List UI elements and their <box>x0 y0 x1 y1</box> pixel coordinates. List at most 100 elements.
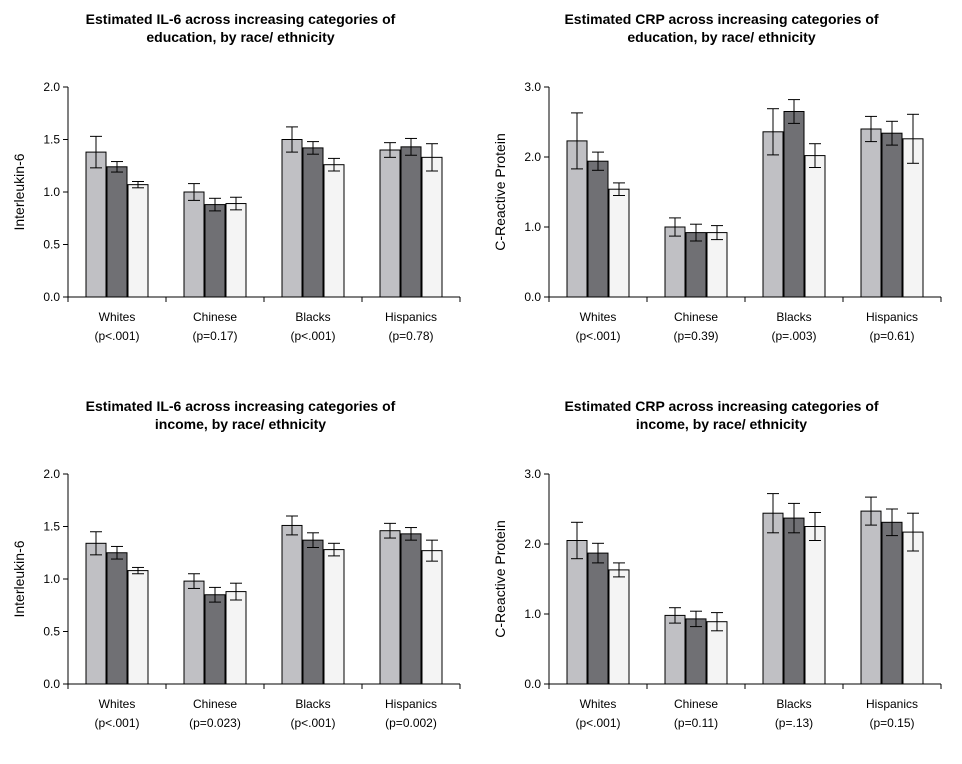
y-axis-label: Interleukin-6 <box>11 540 27 617</box>
bar <box>566 540 588 685</box>
bar <box>881 132 903 298</box>
bar <box>860 128 882 298</box>
y-tick-label: 1.0 <box>524 607 541 621</box>
y-tick-label: 3.0 <box>524 80 541 94</box>
category-label: Whites <box>99 697 136 711</box>
p-value-label: (p=0.61) <box>869 329 914 343</box>
bar <box>400 533 422 685</box>
chart-svg: C-Reactive Protein 0.0 1.0 2.0 3.0 Whites (p<.… <box>492 80 942 343</box>
p-value-label: (p<.001) <box>290 329 335 343</box>
bar <box>762 131 784 298</box>
chart-svg: Interleukin-6 0.0 0.5 1.0 1.5 2.0 Whites (p<.00… <box>11 80 461 343</box>
category-label: Chinese <box>674 697 718 711</box>
chart-panel-il6-education: Estimated IL-6 across increasing categor… <box>0 10 481 377</box>
bar <box>706 232 728 298</box>
bar <box>881 521 903 685</box>
category-label: Chinese <box>193 310 237 324</box>
y-tick-label: 1.0 <box>43 572 60 586</box>
y-tick-label: 3.0 <box>524 467 541 481</box>
bar <box>281 139 303 298</box>
y-tick-label: 0.5 <box>43 238 60 252</box>
p-value-label: (p=0.17) <box>192 329 237 343</box>
y-tick-label: 0.0 <box>43 677 60 691</box>
bar <box>804 526 826 685</box>
p-value-label: (p<.001) <box>575 329 620 343</box>
bar <box>379 149 401 298</box>
chart-panel-crp-education: Estimated CRP across increasing categori… <box>481 10 962 377</box>
bar <box>127 184 149 298</box>
category-label: Hispanics <box>385 697 437 711</box>
chart-title: Estimated CRP across increasing categori… <box>564 398 879 432</box>
p-value-label: (p=0.39) <box>673 329 718 343</box>
y-tick-label: 2.0 <box>43 467 60 481</box>
category-label: Blacks <box>776 697 811 711</box>
y-tick-label: 0.0 <box>524 677 541 691</box>
category-label: Whites <box>580 697 617 711</box>
chart-title: Estimated CRP across increasing categori… <box>564 11 879 45</box>
y-tick-label: 0.5 <box>43 625 60 639</box>
p-value-label: (p<.001) <box>290 716 335 730</box>
y-tick-label: 1.0 <box>43 185 60 199</box>
p-value-label: (p=.003) <box>771 329 816 343</box>
chart-svg: Interleukin-6 0.0 0.5 1.0 1.5 2.0 Whites (p<.00… <box>11 467 461 730</box>
bar <box>106 166 128 298</box>
bar <box>379 530 401 685</box>
p-value-label: (p=0.15) <box>869 716 914 730</box>
bar <box>421 156 443 298</box>
p-value-label: (p=0.78) <box>388 329 433 343</box>
y-tick-label: 0.0 <box>524 290 541 304</box>
category-label: Whites <box>99 310 136 324</box>
bar <box>225 591 247 685</box>
category-label: Blacks <box>295 310 330 324</box>
y-tick-label: 1.5 <box>43 133 60 147</box>
bar <box>664 614 686 685</box>
category-label: Hispanics <box>866 310 918 324</box>
p-value-label: (p=0.002) <box>385 716 437 730</box>
y-tick-label: 1.0 <box>524 220 541 234</box>
y-tick-label: 2.0 <box>524 537 541 551</box>
bar <box>804 155 826 298</box>
bar <box>587 160 609 298</box>
chart-panel-il6-income: Estimated IL-6 across increasing categor… <box>0 397 481 764</box>
bar <box>664 226 686 298</box>
y-tick-label: 1.5 <box>43 520 60 534</box>
p-value-label: (p=.13) <box>775 716 813 730</box>
bar <box>106 552 128 685</box>
chart-svg: C-Reactive Protein 0.0 1.0 2.0 3.0 Whites (p<.… <box>492 467 942 730</box>
category-label: Chinese <box>193 697 237 711</box>
category-label: Blacks <box>776 310 811 324</box>
bar <box>323 164 345 298</box>
category-label: Chinese <box>674 310 718 324</box>
bar <box>204 594 226 685</box>
bar <box>608 188 630 298</box>
bar <box>608 569 630 685</box>
bar <box>421 550 443 685</box>
category-label: Whites <box>580 310 617 324</box>
bar <box>400 146 422 298</box>
category-label: Hispanics <box>385 310 437 324</box>
bar <box>225 203 247 298</box>
bar <box>183 580 205 685</box>
bar <box>783 111 805 298</box>
p-value-label: (p<.001) <box>94 716 139 730</box>
bar <box>323 549 345 685</box>
p-value-label: (p=0.023) <box>189 716 241 730</box>
bar <box>685 232 707 298</box>
bar <box>85 542 107 685</box>
bar <box>762 512 784 685</box>
bar <box>860 510 882 685</box>
y-axis-label: C-Reactive Protein <box>492 520 508 638</box>
p-value-label: (p=0.11) <box>674 716 718 730</box>
bar <box>302 539 324 685</box>
category-label: Blacks <box>295 697 330 711</box>
y-tick-label: 2.0 <box>43 80 60 94</box>
p-value-label: (p<.001) <box>94 329 139 343</box>
bar <box>127 570 149 685</box>
chart-title: Estimated IL-6 across increasing categor… <box>85 398 396 432</box>
bar <box>685 618 707 685</box>
bar <box>85 151 107 298</box>
y-axis-label: C-Reactive Protein <box>492 133 508 251</box>
chart-panel-crp-income: Estimated CRP across increasing categori… <box>481 397 962 764</box>
bar <box>587 552 609 685</box>
y-tick-label: 0.0 <box>43 290 60 304</box>
